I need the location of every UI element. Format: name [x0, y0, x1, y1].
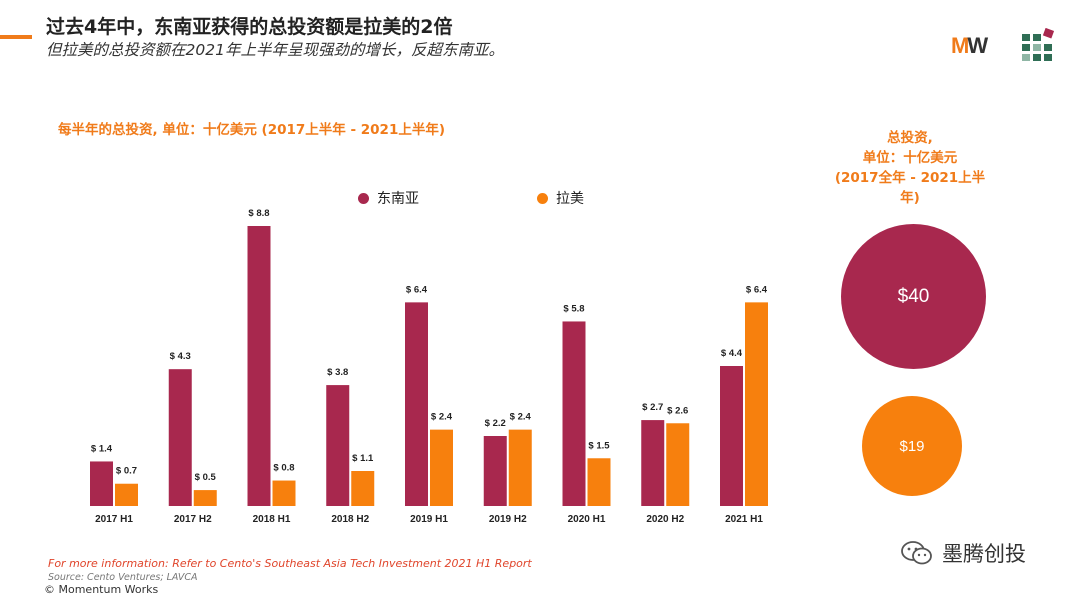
- data-label-latam-2020-h2: $ 2.6: [667, 405, 688, 416]
- wechat-watermark: 墨腾创投: [900, 538, 1026, 568]
- bar-latam-2019-h1: [430, 429, 453, 506]
- bubble-title-line-3: (2017全年 - 2021上半年): [834, 170, 986, 206]
- data-label-latam-2019-h1: $ 2.4: [431, 412, 453, 423]
- data-label-latam-2021-h1: $ 6.4: [746, 284, 768, 295]
- bar-latam-2018-h1: [272, 480, 296, 506]
- data-label-latam-2017-h1: $ 0.7: [116, 466, 137, 477]
- bar-latam-2020-h2: [666, 423, 690, 506]
- x-tick-label-2019-h1: 2019 H1: [410, 514, 448, 525]
- data-label-sea-2019-h2: $ 2.2: [485, 418, 506, 429]
- data-label-sea-2018-h2: $ 3.8: [327, 367, 348, 378]
- legend-swatch-latam: [537, 192, 548, 204]
- header-accent-bar: [0, 35, 32, 39]
- footer-copyright: © Momentum Works: [44, 583, 159, 596]
- bar-sea-2018-h2: [326, 385, 350, 506]
- bubble-title-line-2: 单位：十亿美元: [862, 150, 958, 166]
- momentum-works-logo: MW: [951, 33, 988, 59]
- bubble-sea-label: $40: [897, 285, 930, 307]
- data-label-sea-2021-h1: $ 4.4: [721, 348, 743, 359]
- data-label-sea-2018-h1: $ 8.8: [248, 208, 269, 219]
- logo-letter-w: W: [967, 33, 988, 58]
- grid-logo-icon: [1022, 28, 1055, 61]
- bar-sea-2017-h2: [168, 369, 192, 506]
- data-label-latam-2020-h1: $ 1.5: [588, 440, 610, 451]
- x-tick-label-2017-h2: 2017 H2: [174, 514, 212, 525]
- bar-sea-2017-h1: [90, 461, 113, 506]
- x-tick-label-2020-h1: 2020 H1: [568, 514, 606, 525]
- bar-sea-2018-h1: [247, 226, 271, 506]
- bar-chart-title: 每半年的总投资, 单位：十亿美元 (2017上半年 - 2021上半年): [58, 122, 446, 138]
- data-label-sea-2019-h1: $ 6.4: [406, 284, 428, 295]
- bar-sea-2020-h2: [641, 420, 665, 506]
- bubble-title-line-1: 总投资,: [887, 130, 933, 146]
- bar-sea-2019-h2: [483, 436, 507, 506]
- data-label-sea-2020-h1: $ 5.8: [563, 303, 584, 314]
- x-tick-label-2021-h1: 2021 H1: [725, 514, 763, 525]
- x-tick-label-2019-h2: 2019 H2: [489, 514, 527, 525]
- bar-sea-2021-h1: [720, 366, 743, 506]
- data-label-latam-2019-h2: $ 2.4: [510, 412, 532, 423]
- x-tick-label-2017-h1: 2017 H1: [95, 514, 133, 525]
- bubble-chart-title: 总投资, 单位：十亿美元 (2017全年 - 2021上半年): [826, 128, 994, 208]
- x-tick-label-2018-h1: 2018 H1: [253, 514, 291, 525]
- footer-more-info: For more information: Refer to Cento's S…: [48, 557, 532, 570]
- bubble-latam-label: $19: [899, 437, 925, 455]
- bubble-sea: $40: [841, 224, 986, 369]
- bubble-latam: $19: [862, 396, 962, 496]
- bar-chart: $ 1.4 $ 0.7 2017 H1 $ 4.3 $ 0.5 2017 H2 $ 8.8 $…: [90, 208, 768, 525]
- bar-latam-2021-h1: [745, 302, 768, 506]
- bar-latam-2019-h2: [508, 429, 532, 506]
- footer-source: Source: Cento Ventures; LAVCA: [48, 572, 198, 583]
- bar-latam-2020-h1: [587, 458, 611, 506]
- data-label-latam-2018-h1: $ 0.8: [273, 463, 294, 474]
- bar-sea-2020-h1: [562, 321, 586, 506]
- x-tick-label-2020-h2: 2020 H2: [646, 514, 684, 525]
- legend-item-latam: 拉美: [537, 188, 584, 208]
- wechat-icon: [901, 541, 932, 565]
- legend-swatch-sea: [358, 192, 369, 204]
- page-title: 过去4年中，东南亚获得的总投资额是拉美的2倍: [46, 16, 453, 38]
- wechat-account-name: 墨腾创投: [942, 542, 1026, 566]
- x-tick-label-2018-h2: 2018 H2: [331, 514, 369, 525]
- logo-letter-m: M: [951, 33, 969, 58]
- legend-item-sea: 东南亚: [358, 188, 419, 208]
- bar-latam-2017-h2: [193, 490, 217, 506]
- data-label-sea-2017-h1: $ 1.4: [91, 443, 113, 454]
- data-label-sea-2017-h2: $ 4.3: [170, 351, 191, 362]
- data-label-sea-2020-h2: $ 2.7: [642, 402, 663, 413]
- data-label-latam-2018-h2: $ 1.1: [352, 453, 374, 464]
- bar-sea-2019-h1: [405, 302, 428, 506]
- bar-latam-2018-h2: [351, 471, 375, 506]
- legend-label-latam: 拉美: [556, 191, 584, 207]
- bar-latam-2017-h1: [115, 483, 138, 506]
- data-label-latam-2017-h2: $ 0.5: [195, 472, 217, 483]
- page-subtitle: 但拉美的总投资额在2021年上半年呈现强劲的增长，反超东南亚。: [46, 41, 504, 59]
- legend-label-sea: 东南亚: [377, 191, 419, 207]
